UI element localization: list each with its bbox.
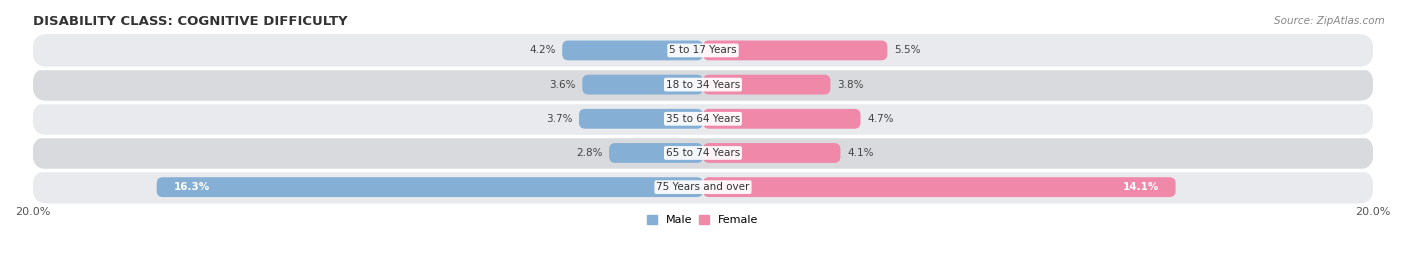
- Text: 16.3%: 16.3%: [173, 182, 209, 192]
- FancyBboxPatch shape: [703, 75, 831, 94]
- FancyBboxPatch shape: [609, 143, 703, 163]
- FancyBboxPatch shape: [156, 177, 703, 197]
- Text: 3.7%: 3.7%: [546, 114, 572, 124]
- FancyBboxPatch shape: [32, 171, 1374, 204]
- FancyBboxPatch shape: [32, 68, 1374, 101]
- Text: 14.1%: 14.1%: [1122, 182, 1159, 192]
- FancyBboxPatch shape: [582, 75, 703, 94]
- Text: 3.8%: 3.8%: [837, 80, 863, 90]
- FancyBboxPatch shape: [579, 109, 703, 129]
- Text: 3.6%: 3.6%: [550, 80, 575, 90]
- FancyBboxPatch shape: [703, 143, 841, 163]
- Text: 4.1%: 4.1%: [848, 148, 873, 158]
- FancyBboxPatch shape: [32, 137, 1374, 169]
- Text: 35 to 64 Years: 35 to 64 Years: [666, 114, 740, 124]
- Text: 4.7%: 4.7%: [868, 114, 894, 124]
- Text: 65 to 74 Years: 65 to 74 Years: [666, 148, 740, 158]
- Legend: Male, Female: Male, Female: [643, 210, 763, 230]
- Text: 5.5%: 5.5%: [894, 45, 921, 55]
- FancyBboxPatch shape: [32, 34, 1374, 67]
- Text: 2.8%: 2.8%: [576, 148, 602, 158]
- Text: 75 Years and over: 75 Years and over: [657, 182, 749, 192]
- Text: Source: ZipAtlas.com: Source: ZipAtlas.com: [1274, 16, 1385, 26]
- FancyBboxPatch shape: [703, 177, 1175, 197]
- Text: DISABILITY CLASS: COGNITIVE DIFFICULTY: DISABILITY CLASS: COGNITIVE DIFFICULTY: [32, 15, 347, 28]
- FancyBboxPatch shape: [32, 102, 1374, 135]
- Text: 18 to 34 Years: 18 to 34 Years: [666, 80, 740, 90]
- Text: 4.2%: 4.2%: [529, 45, 555, 55]
- Text: 5 to 17 Years: 5 to 17 Years: [669, 45, 737, 55]
- FancyBboxPatch shape: [703, 109, 860, 129]
- FancyBboxPatch shape: [562, 40, 703, 60]
- FancyBboxPatch shape: [703, 40, 887, 60]
